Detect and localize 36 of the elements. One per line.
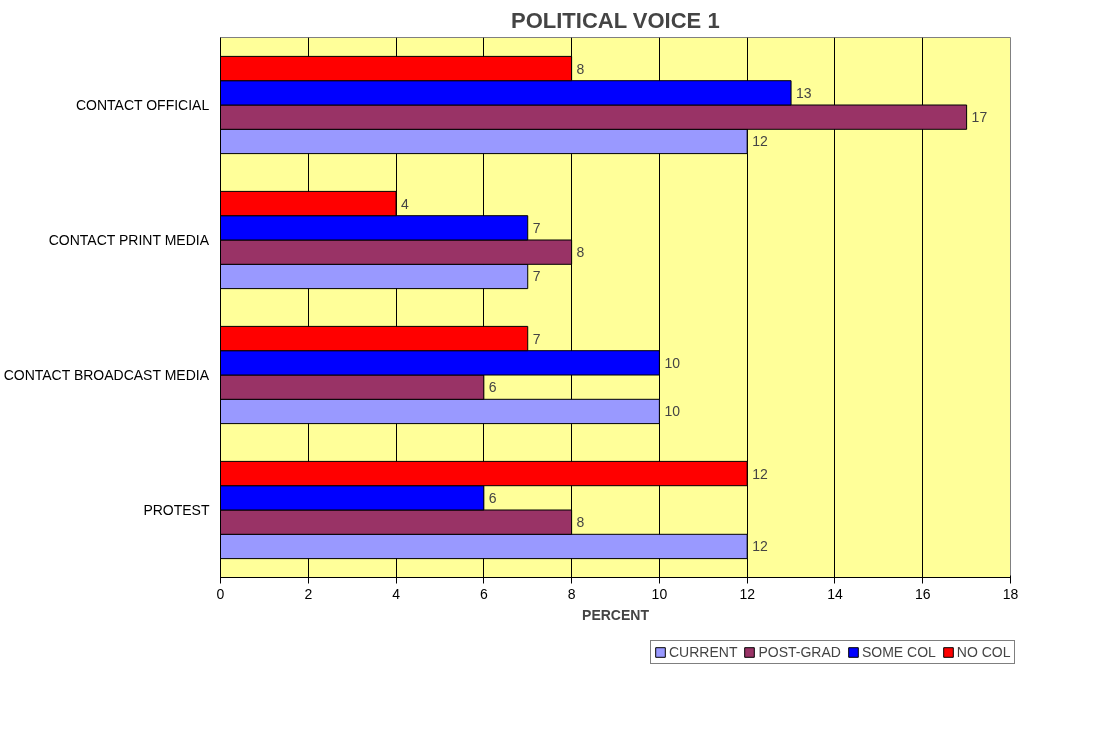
x-tick-label: 0 bbox=[216, 585, 225, 602]
data-label: 6 bbox=[488, 489, 497, 506]
x-tick-label: 18 bbox=[1002, 585, 1019, 602]
legend-label: POST-GRAD bbox=[758, 644, 841, 660]
x-tick-label: 14 bbox=[827, 585, 843, 602]
data-label: 7 bbox=[532, 268, 541, 285]
x-tick-label: 12 bbox=[739, 585, 756, 602]
legend-label: SOME COL bbox=[861, 644, 936, 660]
data-label: 12 bbox=[752, 538, 768, 555]
y-tick-label: CONTACT OFFICIAL bbox=[75, 97, 210, 113]
x-tick-label: 8 bbox=[567, 585, 576, 602]
data-label: 8 bbox=[576, 244, 585, 261]
y-tick-label: CONTACT PRINT MEDIA bbox=[48, 232, 210, 248]
data-label: 8 bbox=[576, 514, 585, 531]
legend-label: NO COL bbox=[956, 644, 1011, 660]
legend-label: CURRENT bbox=[669, 644, 738, 660]
data-label: 10 bbox=[664, 403, 681, 420]
y-tick-label: PROTEST bbox=[143, 502, 210, 518]
data-label: 6 bbox=[488, 379, 497, 396]
x-tick-label: 6 bbox=[479, 585, 488, 602]
x-tick-label: 4 bbox=[392, 585, 401, 602]
data-label: 4 bbox=[401, 195, 410, 212]
x-tick-label: 2 bbox=[304, 585, 313, 602]
data-label: 12 bbox=[752, 465, 768, 482]
chart-title: POLITICAL VOICE 1 bbox=[510, 7, 720, 33]
data-label: 7 bbox=[532, 330, 541, 347]
x-tick-label: 10 bbox=[651, 585, 668, 602]
data-label: 17 bbox=[971, 109, 988, 126]
data-label: 12 bbox=[752, 133, 768, 150]
data-label: 10 bbox=[664, 354, 681, 371]
x-axis-title: PERCENT bbox=[582, 606, 650, 623]
y-tick-label: CONTACT BROADCAST MEDIA bbox=[3, 367, 210, 383]
data-label: 7 bbox=[532, 219, 541, 236]
x-tick-label: 16 bbox=[914, 585, 931, 602]
data-label: 8 bbox=[576, 60, 585, 77]
data-label: 13 bbox=[796, 84, 812, 101]
